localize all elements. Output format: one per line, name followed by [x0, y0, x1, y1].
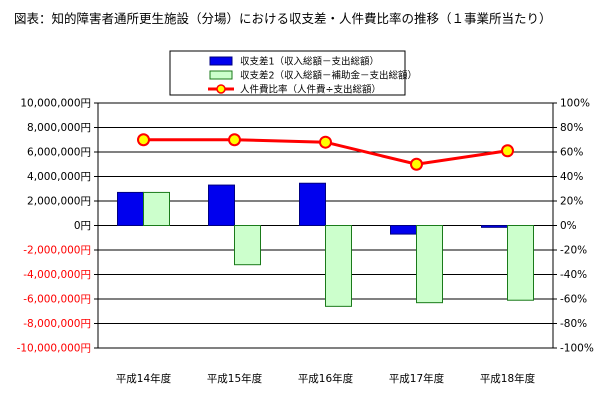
legend-swatch [209, 70, 233, 80]
line-point [501, 144, 514, 158]
y-right-tick-label: 100% [560, 98, 590, 110]
line-point [228, 133, 241, 147]
bar [325, 225, 352, 307]
y-left-tick-label: 4,000,000円 [27, 171, 91, 183]
chart-title: 図表：知的障害者通所更生施設（分場）における収支差・人件費比率の推移（１事業所当… [14, 11, 552, 26]
line-point [137, 133, 150, 147]
bar [390, 225, 417, 235]
y-right-tick-label: -80% [560, 318, 587, 330]
bar [299, 182, 326, 227]
y-right-tick-label: -20% [560, 245, 587, 257]
bar [481, 225, 508, 228]
y-right-tick-label: -60% [560, 294, 587, 306]
bar [208, 184, 235, 226]
y-right-tick-label: -100% [560, 343, 594, 355]
y-left-tick-label: 0円 [74, 220, 91, 232]
y-left-tick-label: 2,000,000円 [27, 196, 91, 208]
bar [507, 225, 534, 301]
x-tick-label: 平成18年度 [480, 372, 536, 385]
bar [234, 225, 261, 266]
legend-swatch [209, 56, 233, 66]
legend-label: 収支差1（収入総額－支出総額） [240, 56, 379, 68]
y-right-tick-label: 40% [560, 171, 583, 183]
y-right-tick-label: -40% [560, 269, 587, 281]
y-left-tick-label: -8,000,000円 [23, 318, 91, 330]
legend-label: 人件費比率（人件費÷支出総額） [240, 84, 381, 96]
bar [416, 225, 443, 304]
y-right-tick-label: 80% [560, 122, 583, 134]
legend: 収支差1（収入総額－支出総額） 収支差2（収入総額－補助金－支出総額） 人件費比率（… [169, 50, 417, 96]
bar-layer [117, 182, 534, 307]
x-tick-label: 平成15年度 [207, 372, 263, 385]
y-right-tick-label: 0% [560, 220, 577, 232]
legend-label: 収支差2（収入総額－補助金－支出総額） [240, 70, 417, 82]
line-layer [137, 133, 514, 171]
y-left-tick-label: -6,000,000円 [23, 294, 91, 306]
bar [143, 191, 170, 227]
axis-layer: 10,000,000円 8,000,000円 6,000,000円 4,000,000… [17, 98, 594, 386]
x-tick-label: 平成17年度 [389, 372, 445, 385]
y-left-tick-label: -10,000,000円 [17, 343, 91, 355]
y-left-tick-label: 8,000,000円 [27, 122, 91, 134]
y-right-tick-label: 20% [560, 196, 583, 208]
y-left-tick-label: -2,000,000円 [23, 245, 91, 257]
x-tick-label: 平成16年度 [298, 372, 354, 385]
y-left-tick-label: 10,000,000円 [20, 98, 91, 110]
line-point [410, 157, 423, 171]
x-tick-label: 平成14年度 [116, 372, 172, 385]
legend-marker [216, 84, 226, 94]
y-left-tick-label: 6,000,000円 [27, 147, 91, 159]
y-left-tick-label: -4,000,000円 [23, 269, 91, 281]
bar [117, 191, 144, 227]
y-right-tick-label: 60% [560, 147, 583, 159]
line-point [319, 135, 332, 149]
